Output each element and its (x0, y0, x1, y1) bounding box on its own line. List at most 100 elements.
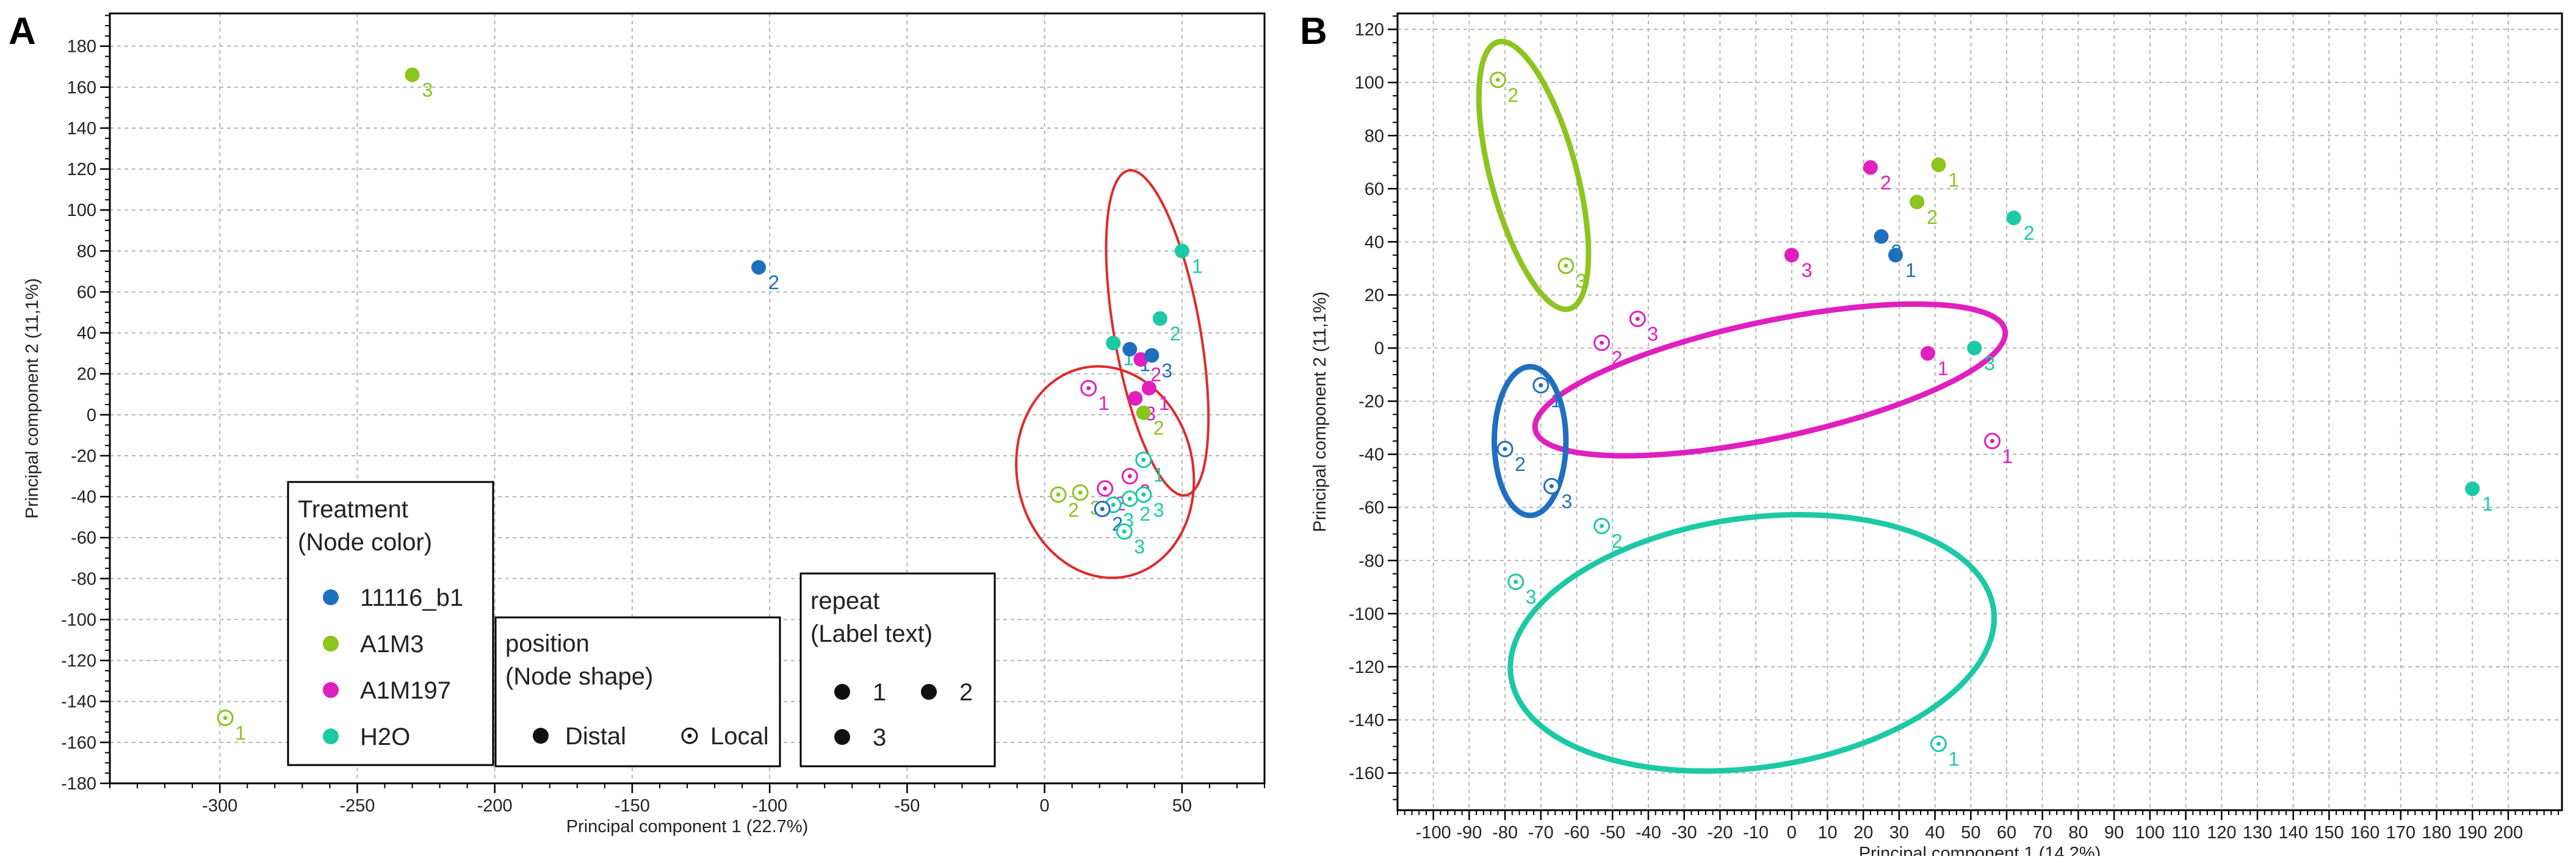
data-point-distal (2006, 210, 2021, 226)
data-point-distal (1152, 311, 1167, 326)
legend-dot-a1m3 (323, 636, 339, 652)
data-point-distal (1106, 336, 1121, 351)
data-point-label: 2 (1170, 323, 1181, 345)
y-tick-label: 60 (1365, 179, 1384, 199)
panel-b-label: B (1300, 10, 1327, 52)
data-point-label: 3 (1802, 259, 1813, 281)
data-point-local-center (1539, 383, 1543, 387)
data-point-distal (1174, 243, 1189, 259)
legend-treatment: Treatment (Node color) 11116_b1 A1M3 A1M… (287, 481, 494, 766)
y-tick-label: 0 (87, 406, 96, 425)
data-point-label: 2 (1507, 84, 1518, 106)
data-point-distal (1141, 381, 1156, 396)
data-point-distal (1967, 340, 1982, 356)
x-tick-label: -10 (1743, 823, 1769, 843)
data-point-distal (405, 67, 420, 82)
legend-treatment-title: Treatment (298, 496, 408, 523)
y-tick-label: -120 (61, 652, 96, 671)
y-tick-label: -60 (1358, 498, 1384, 518)
x-tick-label: 60 (1997, 823, 2016, 843)
x-tick-label: 20 (1853, 823, 1873, 843)
data-point-label: 3 (1526, 586, 1537, 608)
data-point-local-center (1127, 496, 1132, 501)
legend-repeat-subtitle: (Label text) (810, 620, 933, 647)
legend-repeat-marker-3 (834, 729, 850, 745)
legend-repeat-label-2: 2 (959, 679, 973, 706)
data-point-distal (1863, 160, 1878, 175)
data-point-label: 1 (1948, 748, 1959, 770)
cluster-ellipse (1476, 38, 1592, 312)
data-point-label: 1 (1153, 464, 1164, 486)
data-point-label: 2 (1612, 530, 1623, 552)
panel-b-axes: -100 -90 -80 -70 -60 -50 -40 -30 -20 -10 0 10 20 30 40… (1349, 15, 2560, 843)
legend-dot-h2o (323, 728, 339, 744)
data-point-label: 2 (1068, 499, 1079, 521)
y-tick-label: 140 (67, 119, 96, 138)
data-point-local-center (1564, 264, 1568, 268)
panel-b: B 232122313321311232311 -100-90-80-70-60… (1300, 10, 2563, 859)
data-point-label: 3 (1153, 499, 1164, 521)
data-point-local-center (1103, 486, 1108, 491)
panel-a: A 32112112313211323232323 -300-250-200-1… (9, 10, 1266, 836)
x-tick-label: -250 (339, 796, 375, 816)
data-point-label: 1 (1159, 392, 1170, 414)
x-tick-label: 30 (1889, 823, 1909, 843)
data-point-label: 1 (2002, 445, 2013, 467)
legend-position-title: position (505, 630, 590, 657)
cluster-ellipse (1532, 301, 2008, 459)
x-tick-label: 100 (2135, 823, 2165, 843)
legend-distal-marker (533, 728, 549, 744)
y-tick-label: -100 (1349, 605, 1384, 624)
y-tick-label: -80 (71, 569, 96, 589)
x-tick-label: 40 (1925, 823, 1944, 843)
legend-repeat-title: repeat (810, 588, 879, 614)
x-tick-label: 50 (1172, 796, 1192, 816)
data-point-local-center (1549, 484, 1554, 489)
data-point-label: 3 (1647, 323, 1658, 345)
panel-b-x-axis-label: Principal component 1 (14.2%) (1859, 844, 2101, 856)
legend-repeat-marker-1 (834, 684, 850, 700)
data-point-label: 1 (1948, 169, 1959, 191)
x-tick-label: 0 (1787, 823, 1797, 843)
y-tick-label: -160 (61, 733, 96, 753)
data-point-local-center (1086, 386, 1091, 390)
legend-dot-a1m197 (323, 682, 339, 698)
legend-item-a1m197: A1M197 (323, 677, 451, 704)
data-point-label: 1 (2482, 493, 2493, 515)
data-point-local-center (1513, 580, 1518, 584)
data-point-label: 2 (1880, 171, 1891, 193)
data-point-distal (1888, 248, 1903, 263)
legend-label-11116_b1: 11116_b1 (360, 584, 463, 611)
data-point-local-center (1990, 439, 1995, 444)
data-point-local-center (1600, 340, 1604, 345)
legend-local-label: Local (710, 723, 769, 750)
data-point-label: 3 (1561, 491, 1572, 512)
data-point-distal (1874, 229, 1889, 244)
x-tick-label: -100 (752, 796, 787, 816)
x-tick-label: -80 (1492, 823, 1518, 843)
y-tick-label: 40 (1365, 232, 1384, 252)
data-point-label: 3 (1161, 360, 1172, 382)
y-tick-label: -20 (71, 447, 96, 466)
legend-label-a1m197: A1M197 (360, 677, 451, 704)
data-point-label: 2 (1927, 206, 1938, 228)
data-point-local-center (1100, 506, 1105, 511)
data-point-distal (1128, 391, 1143, 406)
x-tick-label: -200 (477, 796, 513, 816)
panel-b-y-axis-label: Principal component 2 (11,1%) (1310, 292, 1330, 532)
y-tick-label: 80 (1365, 126, 1384, 146)
x-tick-label: 150 (2314, 823, 2343, 843)
data-point-label: 1 (1938, 358, 1949, 379)
data-point-label: 2 (2024, 222, 2035, 244)
legend-item-h2o: H2O (323, 724, 410, 750)
x-tick-label: -50 (894, 796, 920, 816)
data-point-label: 2 (1153, 417, 1164, 439)
x-tick-label: 140 (2278, 823, 2307, 843)
x-tick-label: 50 (1961, 823, 1980, 843)
data-point-local-center (223, 716, 228, 721)
data-point-label: 1 (1192, 255, 1203, 277)
x-tick-label: 70 (2033, 823, 2052, 843)
y-tick-label: 80 (77, 242, 96, 261)
